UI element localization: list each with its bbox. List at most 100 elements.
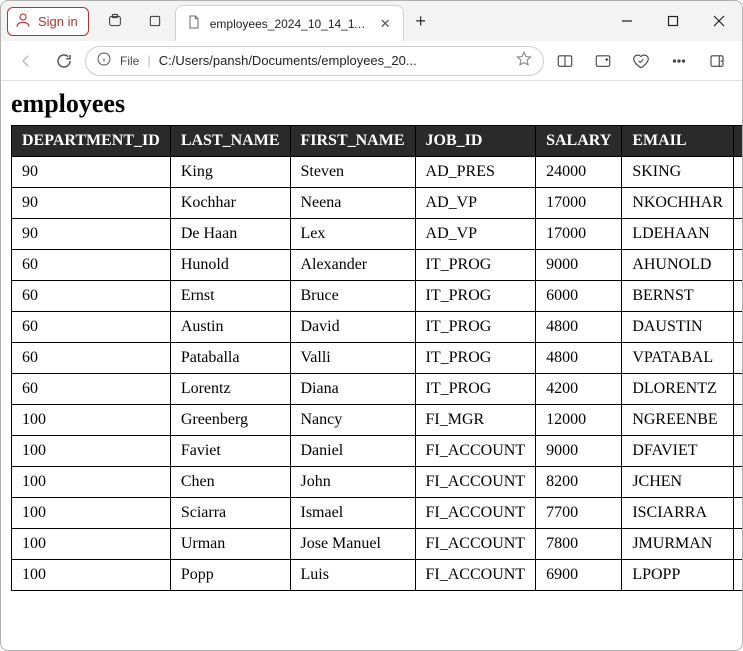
table-cell: LDEHAAN [622, 219, 734, 250]
table-cell: AD_VP [415, 188, 536, 219]
table-column-header: JOB_ID [415, 126, 536, 157]
table-cell: Ismael [290, 498, 415, 529]
browser-window: Sign in employees_2024_10_14_11_23_36 ✕ … [0, 0, 743, 651]
table-cell: Greenberg [170, 405, 290, 436]
table-row: 90KingStevenAD_PRES24000SKING [12, 157, 743, 188]
table-row: 100SciarraIsmaelFI_ACCOUNT7700ISCIARRA10… [12, 498, 743, 529]
table-cell: Kochhar [170, 188, 290, 219]
table-cell: AHUNOLD [622, 250, 734, 281]
table-row: 100GreenbergNancyFI_MGR12000NGREENBE101 [12, 405, 743, 436]
table-column-header: MANA [733, 126, 742, 157]
table-cell: John [290, 467, 415, 498]
refresh-button[interactable] [47, 46, 81, 76]
tabs-overview-button[interactable] [135, 1, 175, 41]
table-cell: 103 [733, 343, 742, 374]
table-cell: 90 [12, 219, 171, 250]
table-row: 60AustinDavidIT_PROG4800DAUSTIN103 [12, 312, 743, 343]
tab-close-icon[interactable]: ✕ [378, 15, 393, 32]
table-cell: 108 [733, 467, 742, 498]
page-viewport[interactable]: employees DEPARTMENT_IDLAST_NAMEFIRST_NA… [1, 81, 742, 650]
table-cell: AD_PRES [415, 157, 536, 188]
menu-button[interactable] [662, 46, 696, 76]
table-cell: 90 [12, 157, 171, 188]
site-info-icon[interactable] [96, 51, 112, 70]
table-cell: JMURMAN [622, 529, 734, 560]
workspaces-button[interactable] [95, 1, 135, 41]
table-cell: VPATABAL [622, 343, 734, 374]
address-path: C:/Users/pansh/Documents/employees_20... [159, 53, 507, 68]
sidebar-button[interactable] [700, 46, 734, 76]
table-row: 90KochharNeenaAD_VP17000NKOCHHAR100 [12, 188, 743, 219]
table-cell: 9000 [536, 250, 622, 281]
table-cell: Diana [290, 374, 415, 405]
table-cell: Ernst [170, 281, 290, 312]
performance-button[interactable] [624, 46, 658, 76]
table-cell: 108 [733, 436, 742, 467]
table-row: 100FavietDanielFI_ACCOUNT9000DFAVIET108 [12, 436, 743, 467]
table-cell: IT_PROG [415, 374, 536, 405]
favorite-button[interactable] [515, 50, 533, 71]
table-cell: 4800 [536, 312, 622, 343]
table-cell: Valli [290, 343, 415, 374]
table-cell: 8200 [536, 467, 622, 498]
table-cell: 6000 [536, 281, 622, 312]
table-row: 90De HaanLexAD_VP17000LDEHAAN100 [12, 219, 743, 250]
table-cell: 6900 [536, 560, 622, 591]
table-cell: Faviet [170, 436, 290, 467]
table-cell: SKING [622, 157, 734, 188]
table-cell: 100 [12, 467, 171, 498]
split-screen-button[interactable] [548, 46, 582, 76]
table-cell: 100 [12, 560, 171, 591]
address-scheme: File [120, 54, 139, 68]
table-cell: Daniel [290, 436, 415, 467]
table-cell: Alexander [290, 250, 415, 281]
window-close-button[interactable] [696, 1, 742, 41]
table-cell: 4200 [536, 374, 622, 405]
table-cell: DFAVIET [622, 436, 734, 467]
back-button[interactable] [9, 46, 43, 76]
page-content: employees DEPARTMENT_IDLAST_NAMEFIRST_NA… [1, 81, 742, 611]
table-row: 100PoppLuisFI_ACCOUNT6900LPOPP108 [12, 560, 743, 591]
address-bar[interactable]: File | C:/Users/pansh/Documents/employee… [85, 46, 544, 76]
table-cell: Nancy [290, 405, 415, 436]
table-cell: 4800 [536, 343, 622, 374]
table-row: 60PataballaValliIT_PROG4800VPATABAL103 [12, 343, 743, 374]
signin-button[interactable]: Sign in [7, 7, 89, 36]
table-cell: 101 [733, 405, 742, 436]
table-cell: FI_MGR [415, 405, 536, 436]
table-cell: 12000 [536, 405, 622, 436]
address-separator: | [147, 53, 150, 68]
table-cell: ISCIARRA [622, 498, 734, 529]
table-cell: 17000 [536, 219, 622, 250]
table-cell: 90 [12, 188, 171, 219]
table-cell: 103 [733, 374, 742, 405]
collections-button[interactable] [586, 46, 620, 76]
table-row: 60LorentzDianaIT_PROG4200DLORENTZ103 [12, 374, 743, 405]
table-cell: Bruce [290, 281, 415, 312]
table-cell [733, 157, 742, 188]
table-cell: Lex [290, 219, 415, 250]
minimize-button[interactable] [604, 1, 650, 41]
tab-title: employees_2024_10_14_11_23_36 [210, 17, 370, 31]
table-cell: Sciarra [170, 498, 290, 529]
table-column-header: EMAIL [622, 126, 734, 157]
table-cell: De Haan [170, 219, 290, 250]
signin-wrap: Sign in [1, 1, 95, 41]
table-cell: Lorentz [170, 374, 290, 405]
person-icon [14, 11, 32, 32]
table-cell: DAUSTIN [622, 312, 734, 343]
new-tab-button[interactable]: + [404, 1, 438, 41]
table-cell: 100 [12, 436, 171, 467]
signin-label: Sign in [38, 14, 78, 29]
table-cell: FI_ACCOUNT [415, 498, 536, 529]
file-icon [186, 14, 202, 33]
table-row: 60HunoldAlexanderIT_PROG9000AHUNOLD102 [12, 250, 743, 281]
table-cell: Urman [170, 529, 290, 560]
browser-tab[interactable]: employees_2024_10_14_11_23_36 ✕ [175, 5, 404, 41]
table-header-row: DEPARTMENT_IDLAST_NAMEFIRST_NAMEJOB_IDSA… [12, 126, 743, 157]
table-cell: 60 [12, 343, 171, 374]
table-column-header: FIRST_NAME [290, 126, 415, 157]
maximize-button[interactable] [650, 1, 696, 41]
table-column-header: LAST_NAME [170, 126, 290, 157]
table-row: 100UrmanJose ManuelFI_ACCOUNT7800JMURMAN… [12, 529, 743, 560]
